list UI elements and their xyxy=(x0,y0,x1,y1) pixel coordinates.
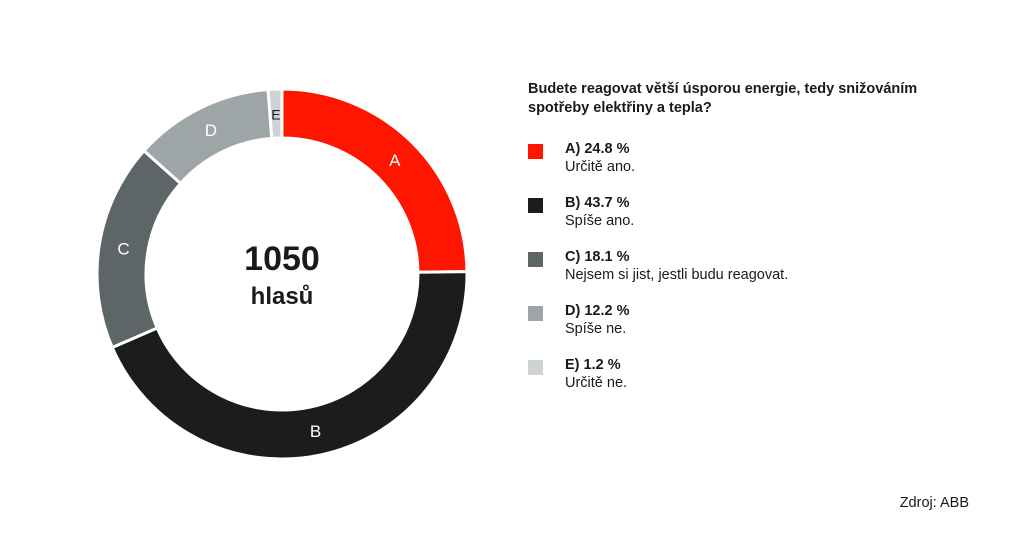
legend-swatch xyxy=(528,360,543,375)
donut-chart: A B C D E 1050 hlasů xyxy=(95,87,469,461)
legend-item-c: C) 18.1 % Nejsem si jist, jestli budu rea… xyxy=(528,248,968,302)
legend-value: D) 12.2 % xyxy=(565,303,630,319)
legend-description: Určitě ne. xyxy=(565,375,628,391)
legend-description: Spíše ne. xyxy=(565,321,627,337)
legend-value: A) 24.8 % xyxy=(565,141,630,157)
legend-swatch xyxy=(528,198,543,213)
slice-label-c: C xyxy=(117,239,129,258)
slice-b xyxy=(110,270,469,461)
center-label: hlasů xyxy=(251,283,314,310)
slice-label-b: B xyxy=(310,422,321,441)
legend: Budete reagovat větší úsporou energie, t… xyxy=(528,80,968,410)
legend-item-b: B) 43.7 % Spíše ano. xyxy=(528,194,968,248)
legend-description: Určitě ano. xyxy=(565,159,636,175)
slice-c xyxy=(95,148,183,350)
legend-value: B) 43.7 % xyxy=(565,195,630,211)
legend-swatch xyxy=(528,306,543,321)
legend-value: C) 18.1 % xyxy=(565,249,630,265)
legend-description: Nejsem si jist, jestli budu reagovat. xyxy=(565,267,789,283)
legend-item-d: D) 12.2 % Spíše ne. xyxy=(528,302,968,356)
legend-item-a: A) 24.8 % Určitě ano. xyxy=(528,140,968,194)
legend-items: A) 24.8 % Určitě ano. B) 43.7 % Spíše ano. C… xyxy=(528,140,968,410)
slice-e xyxy=(266,87,284,140)
chart-title: Budete reagovat větší úsporou energie, t… xyxy=(528,81,918,116)
legend-item-e: E) 1.2 % Určitě ne. xyxy=(528,356,968,410)
slice-label-d: D xyxy=(205,121,217,140)
legend-value: E) 1.2 % xyxy=(565,357,621,373)
legend-swatch xyxy=(528,252,543,267)
slice-label-a: A xyxy=(389,151,401,170)
legend-description: Spíše ano. xyxy=(565,213,635,229)
legend-swatch xyxy=(528,144,543,159)
slice-label-e: E xyxy=(271,107,280,123)
center-value: 1050 xyxy=(244,240,320,278)
source-note: Zdroj: ABB xyxy=(899,495,969,511)
